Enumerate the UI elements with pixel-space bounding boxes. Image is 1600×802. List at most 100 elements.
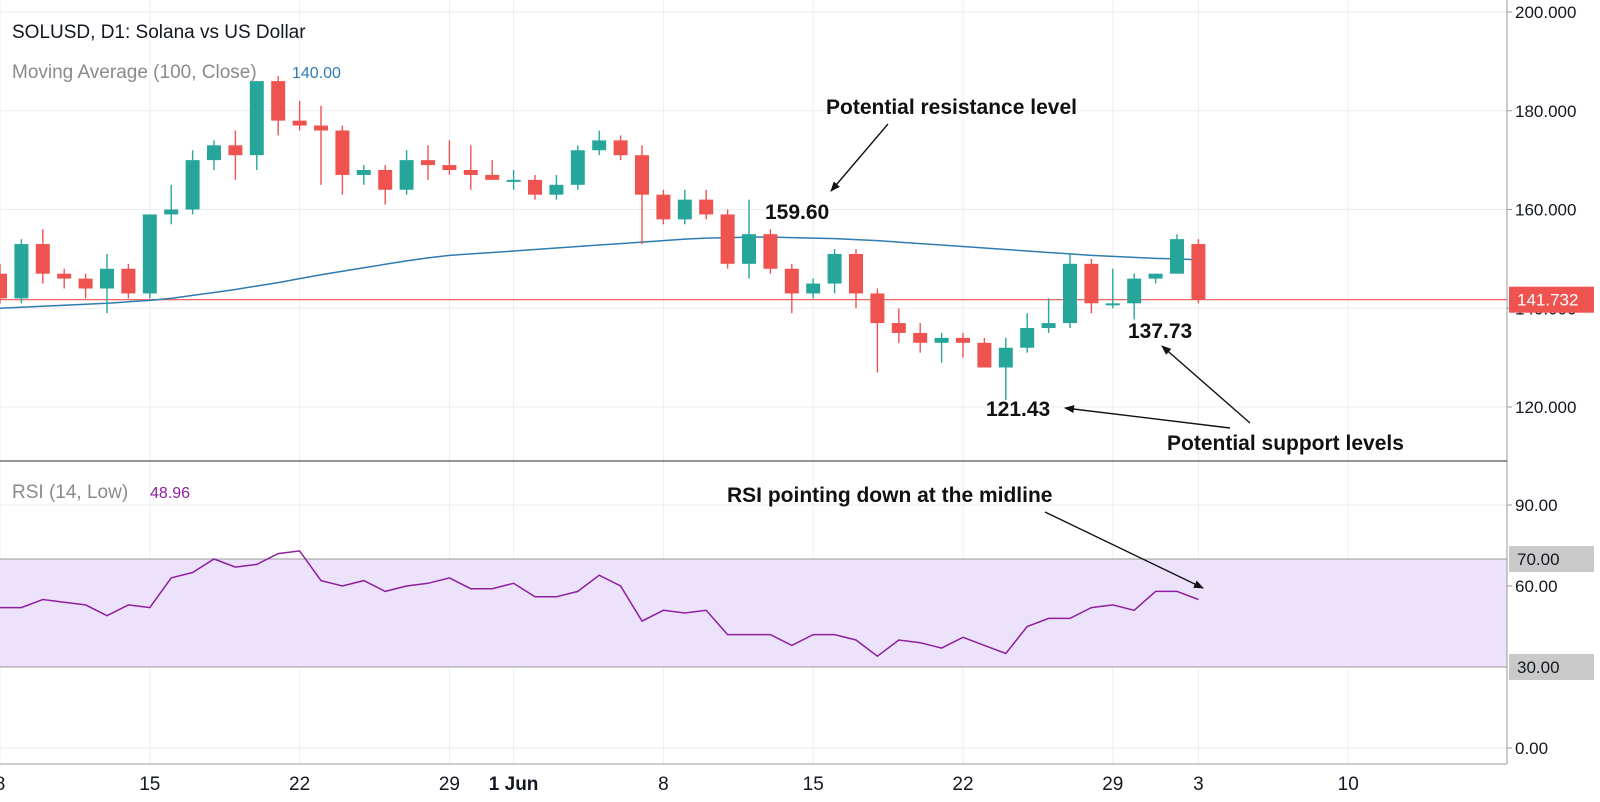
candle <box>528 174 542 200</box>
candle <box>506 170 521 190</box>
candle-body <box>1084 263 1099 304</box>
candle <box>207 140 221 170</box>
candle-body <box>164 209 179 215</box>
candle <box>463 145 478 190</box>
candle-body <box>207 145 221 161</box>
support-annotation: Potential support levels <box>1167 432 1404 455</box>
x-tick-label: 10 <box>1338 774 1359 795</box>
candle-body <box>570 150 585 185</box>
rsi-tick-label: 0.00 <box>1515 739 1548 758</box>
price-tick-label: 180.000 <box>1515 102 1576 121</box>
candle <box>956 332 970 358</box>
price-tick-label: 120.000 <box>1515 398 1576 417</box>
candle <box>934 332 949 363</box>
candle-body <box>0 273 7 299</box>
candle <box>292 100 307 131</box>
candle <box>0 263 7 304</box>
x-tick-label: 22 <box>289 774 310 795</box>
candle <box>14 239 29 304</box>
x-tick-label: 15 <box>803 774 824 795</box>
candle-body <box>1148 273 1163 279</box>
rsi-line <box>0 550 1199 658</box>
current-price-badge-bg <box>1509 286 1594 313</box>
candle <box>1063 253 1077 328</box>
candle-body <box>1170 239 1184 274</box>
candle-body <box>35 244 50 274</box>
candle <box>249 81 264 170</box>
candle <box>335 125 350 195</box>
candle <box>998 337 1013 400</box>
candle <box>228 130 243 180</box>
candle <box>442 140 457 175</box>
price-tick-label: 160.000 <box>1515 201 1576 220</box>
candle-body <box>1105 303 1120 306</box>
support-arrow-upper <box>1161 345 1251 424</box>
candle <box>356 165 371 185</box>
support-price-label-2: 137.73 <box>1128 320 1192 343</box>
candle <box>849 249 863 309</box>
candle-body <box>934 337 949 343</box>
candle <box>656 189 671 225</box>
candle-body <box>528 179 542 195</box>
candle <box>613 135 628 161</box>
candle <box>121 263 136 299</box>
x-tick-label: 29 <box>1102 774 1123 795</box>
candle <box>806 278 821 299</box>
candle-body <box>977 342 992 368</box>
candle <box>164 184 179 225</box>
candle-body <box>870 293 885 324</box>
x-tick-label: 3 <box>1193 774 1204 795</box>
rsi-70-badge-bg <box>1509 546 1594 572</box>
moving-average-line <box>0 236 1199 310</box>
candle-body <box>506 179 521 182</box>
candle <box>763 229 778 274</box>
candle-body <box>185 160 200 210</box>
candle <box>592 130 607 156</box>
axis-layer: 8 15 22 29 1 Jun 8 15 22 29 3 10 200.000 180.000 160.… <box>0 3 1594 795</box>
x-tick-label: 15 <box>139 774 160 795</box>
candle <box>977 337 992 368</box>
candle <box>870 288 885 373</box>
candle <box>913 323 928 353</box>
price-layer <box>0 76 1507 400</box>
candle <box>1191 239 1206 304</box>
candle <box>549 174 564 200</box>
current-price-badge: 141.732 <box>1517 291 1578 310</box>
candle <box>271 76 286 136</box>
resistance-arrow <box>830 123 889 192</box>
candle <box>635 145 649 245</box>
candle-body <box>14 244 29 299</box>
candle-body <box>463 170 478 175</box>
candle-body <box>549 184 564 195</box>
candle-body <box>827 253 842 284</box>
candle <box>1148 273 1163 284</box>
candle <box>720 209 735 269</box>
x-tick-label: 1 Jun <box>489 774 539 795</box>
candle-body <box>378 170 393 190</box>
candle <box>1041 298 1056 333</box>
rsi-legend: RSI (14, Low) <box>12 482 128 503</box>
candle-body <box>335 130 350 175</box>
candle-body <box>228 145 243 156</box>
candle-body <box>656 194 671 220</box>
candle-body <box>784 268 799 294</box>
rsi-arrow <box>1044 511 1204 589</box>
candle <box>378 165 393 205</box>
candle <box>35 229 50 284</box>
candle-body <box>849 253 863 294</box>
candle <box>827 249 842 294</box>
rsi-tick-label: 90.00 <box>1515 496 1558 515</box>
rsi-annotation: RSI pointing down at the midline <box>727 484 1052 507</box>
candle <box>1020 313 1035 353</box>
candle <box>485 160 500 180</box>
rsi-layer <box>0 550 1507 668</box>
candle-body <box>121 268 136 294</box>
candle-body <box>1127 278 1142 304</box>
candle-body <box>1020 328 1035 348</box>
candle-body <box>485 174 500 180</box>
candle-body <box>1041 323 1056 328</box>
candle-body <box>699 199 714 215</box>
candle-body <box>100 268 114 289</box>
candle-body <box>720 214 735 264</box>
